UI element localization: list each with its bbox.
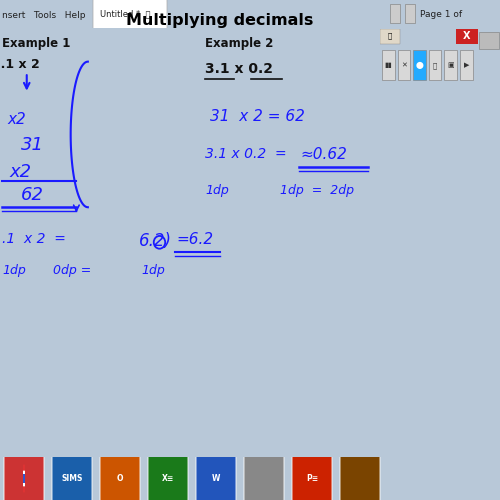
FancyBboxPatch shape bbox=[93, 0, 167, 81]
Text: Example 2: Example 2 bbox=[206, 37, 274, 50]
FancyBboxPatch shape bbox=[100, 419, 140, 500]
Text: .1  x 2  =: .1 x 2 = bbox=[2, 232, 66, 245]
Bar bbox=[380, 28, 400, 44]
Text: 1dp: 1dp bbox=[2, 264, 26, 276]
Bar bbox=[478, 32, 499, 49]
Text: ▶: ▶ bbox=[464, 62, 469, 68]
FancyBboxPatch shape bbox=[196, 419, 236, 500]
FancyBboxPatch shape bbox=[292, 419, 332, 500]
Bar bbox=[398, 50, 410, 80]
Text: SIMS: SIMS bbox=[62, 474, 82, 483]
Bar bbox=[405, 4, 415, 24]
FancyBboxPatch shape bbox=[340, 419, 380, 500]
Bar bbox=[382, 50, 394, 80]
Text: ≈0.62: ≈0.62 bbox=[301, 146, 348, 162]
Text: 31: 31 bbox=[21, 136, 44, 154]
Text: 3.1 x 0.2: 3.1 x 0.2 bbox=[206, 62, 274, 76]
FancyBboxPatch shape bbox=[4, 419, 44, 500]
Text: X: X bbox=[463, 31, 470, 41]
Bar bbox=[390, 4, 400, 24]
Text: x2: x2 bbox=[10, 162, 32, 180]
Bar bbox=[444, 50, 457, 80]
Text: Multiplying decimals: Multiplying decimals bbox=[126, 13, 314, 28]
Text: X≡: X≡ bbox=[162, 474, 174, 483]
Text: ▣: ▣ bbox=[448, 62, 454, 68]
Bar bbox=[413, 50, 426, 80]
Bar bbox=[456, 28, 477, 44]
Text: =6.2: =6.2 bbox=[176, 232, 214, 246]
Text: 3.1 x 2: 3.1 x 2 bbox=[0, 58, 40, 71]
Text: Untitled *  ⓧ: Untitled * ⓧ bbox=[100, 10, 150, 19]
FancyBboxPatch shape bbox=[148, 419, 188, 500]
Text: 62: 62 bbox=[21, 186, 44, 204]
Bar bbox=[460, 50, 472, 80]
Text: 3.1 x 0.2  =: 3.1 x 0.2 = bbox=[206, 146, 287, 160]
Text: ✕: ✕ bbox=[401, 62, 407, 68]
Text: 1dp: 1dp bbox=[206, 184, 229, 197]
Text: 1dp  =  2dp: 1dp = 2dp bbox=[280, 184, 354, 197]
Text: nsert   Tools   Help: nsert Tools Help bbox=[2, 10, 86, 20]
Text: 6.2): 6.2) bbox=[138, 232, 172, 250]
Text: x2: x2 bbox=[8, 112, 26, 126]
Text: 0dp =: 0dp = bbox=[52, 264, 91, 276]
Text: 31  x 2 = 62: 31 x 2 = 62 bbox=[210, 110, 305, 124]
Text: W: W bbox=[212, 474, 220, 483]
Text: O: O bbox=[117, 474, 123, 483]
Text: ⏸: ⏸ bbox=[433, 62, 437, 68]
Text: P≡: P≡ bbox=[306, 474, 318, 483]
Text: 📋: 📋 bbox=[388, 33, 392, 40]
Text: Page 1 of: Page 1 of bbox=[420, 10, 462, 19]
Text: Example 1: Example 1 bbox=[2, 37, 70, 50]
FancyBboxPatch shape bbox=[52, 419, 92, 500]
FancyBboxPatch shape bbox=[244, 419, 284, 500]
Text: ▮▮: ▮▮ bbox=[384, 62, 392, 68]
Text: ⬤: ⬤ bbox=[416, 62, 424, 69]
Text: 1dp: 1dp bbox=[142, 264, 165, 276]
Bar bbox=[429, 50, 442, 80]
